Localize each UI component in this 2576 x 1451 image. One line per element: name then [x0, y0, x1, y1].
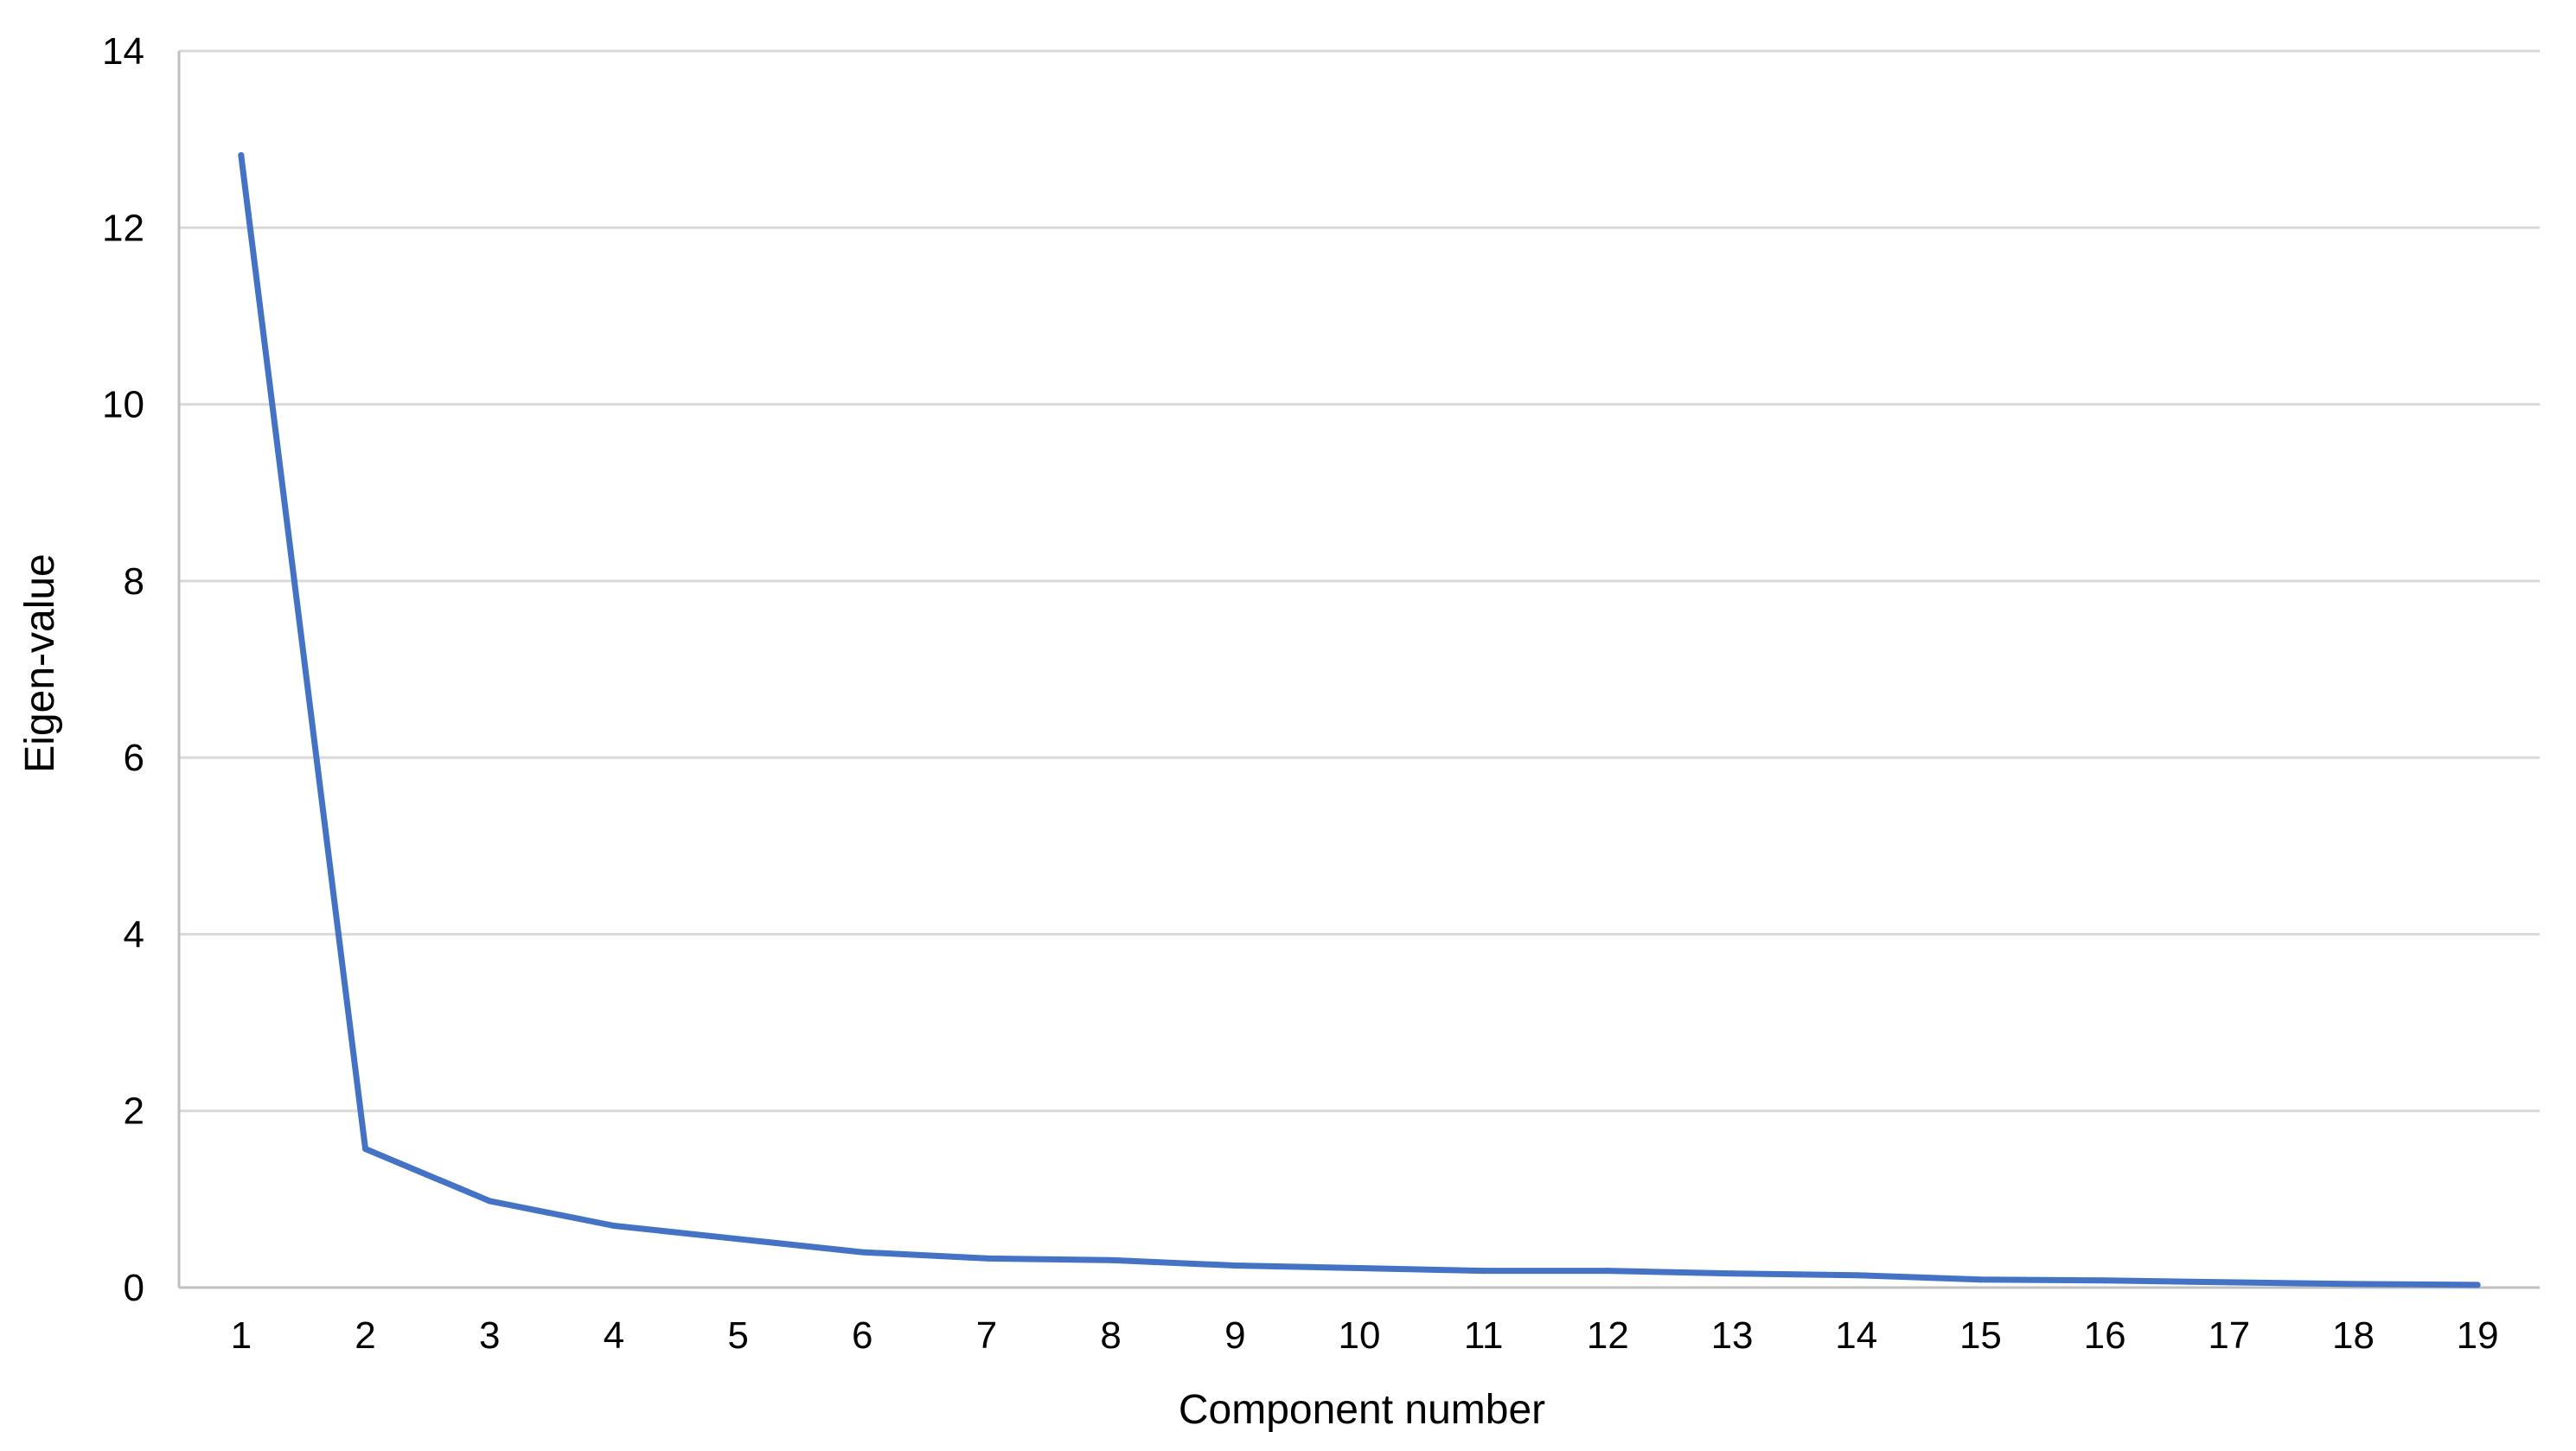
x-tick-label: 4: [604, 1314, 624, 1357]
x-tick-label: 11: [1464, 1314, 1504, 1357]
y-tick-label: 14: [102, 30, 144, 73]
x-tick-label: 13: [1711, 1314, 1754, 1357]
x-tick-label: 12: [1587, 1314, 1629, 1357]
data-point: [1604, 1268, 1611, 1275]
data-point: [362, 1146, 369, 1153]
x-tick-label: 14: [1835, 1314, 1877, 1357]
x-tick-label: 2: [355, 1314, 375, 1357]
data-point: [486, 1198, 493, 1205]
y-tick-label: 6: [124, 737, 144, 779]
x-tick-label: 15: [1959, 1314, 2002, 1357]
data-point: [238, 152, 245, 159]
data-point: [1729, 1270, 1735, 1277]
x-tick-label: 17: [2208, 1314, 2250, 1357]
series-layer: [238, 152, 2481, 1288]
x-tick-label: 6: [852, 1314, 873, 1357]
x-tick-label: 7: [976, 1314, 997, 1357]
data-point: [1480, 1268, 1487, 1275]
data-point: [1977, 1276, 1984, 1283]
x-tick-label: 19: [2457, 1314, 2499, 1357]
y-tick-label: 4: [124, 913, 144, 956]
data-point: [1356, 1265, 1363, 1272]
data-point: [1231, 1262, 1238, 1269]
y-axis-title: Eigen-value: [17, 553, 63, 773]
data-point: [2226, 1279, 2233, 1286]
y-tick-label: 0: [124, 1267, 144, 1309]
x-tick-label: 16: [2084, 1314, 2126, 1357]
y-tick-label: 2: [124, 1090, 144, 1133]
y-tick-label: 10: [102, 384, 144, 426]
data-point: [859, 1249, 866, 1256]
x-tick-label: 9: [1224, 1314, 1245, 1357]
data-point: [610, 1223, 617, 1229]
data-point: [1108, 1256, 1115, 1263]
data-point: [735, 1236, 742, 1243]
x-tick-label: 1: [231, 1314, 252, 1357]
x-tick-labels: 1 2 3 4 5 6 7 8 9 10 11 12 13 14 15 16 17 18 19: [231, 1314, 2499, 1357]
data-point: [983, 1255, 990, 1262]
x-axis-title: Component number: [1179, 1387, 1545, 1433]
x-tick-label: 18: [2332, 1314, 2375, 1357]
y-tick-labels: 0 2 4 6 8 10 12 14: [102, 30, 144, 1309]
y-tick-label: 8: [124, 560, 144, 603]
gridlines: [179, 49, 2540, 1113]
axes: [177, 51, 2540, 1289]
x-tick-label: 3: [479, 1314, 500, 1357]
x-tick-label: 8: [1100, 1314, 1121, 1357]
x-tick-label: 5: [727, 1314, 748, 1357]
data-point: [1853, 1272, 1860, 1279]
data-point: [2474, 1282, 2481, 1288]
data-point: [2349, 1281, 2356, 1288]
data-point: [2101, 1277, 2108, 1284]
y-tick-label: 12: [102, 207, 144, 249]
series-line: [238, 152, 2481, 1288]
x-tick-label: 10: [1339, 1314, 1381, 1357]
